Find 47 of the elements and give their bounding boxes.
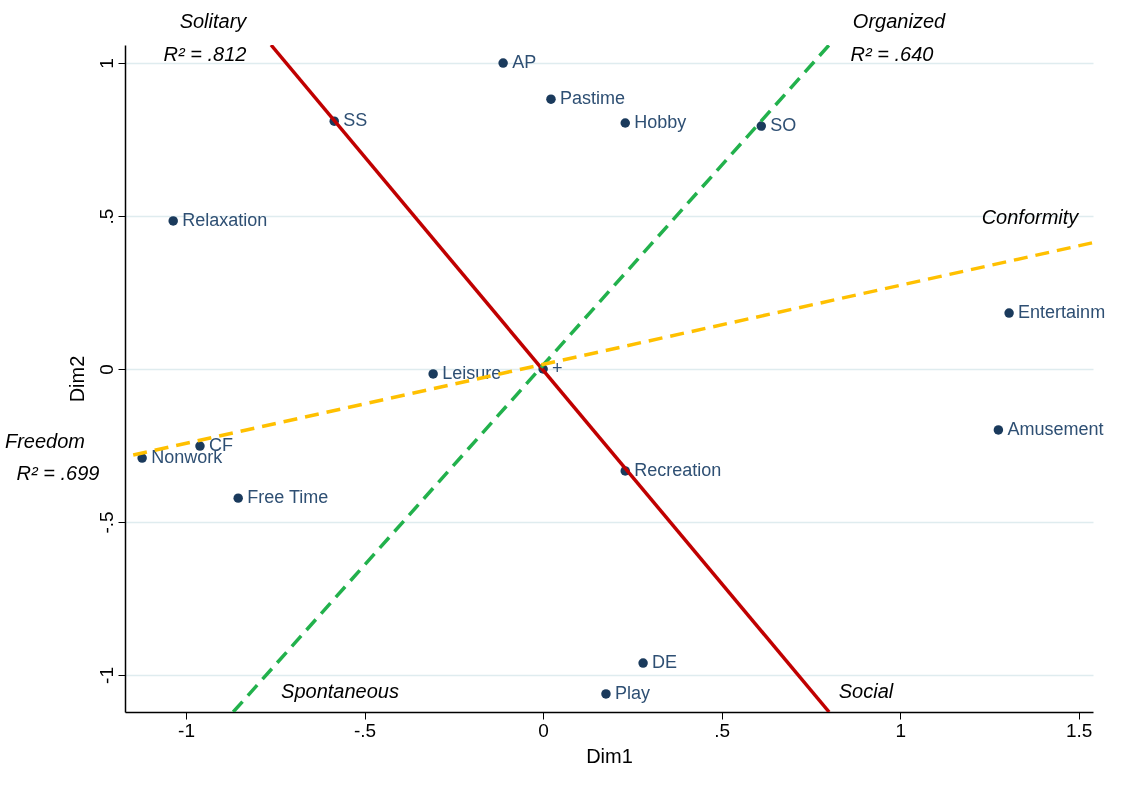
x-axis-title: Dim1 [586, 744, 633, 767]
annotation: Social [838, 680, 894, 702]
x-tick-label: .5 [714, 719, 731, 741]
point [993, 425, 1004, 435]
data-label: + [552, 358, 563, 379]
x-tick-label: 1 [895, 719, 906, 741]
data-label: Play [614, 682, 650, 703]
point [601, 689, 611, 699]
y-tick-label: -1 [95, 667, 117, 684]
point [195, 441, 205, 451]
point [428, 369, 438, 379]
data-label: Pastime [559, 88, 626, 109]
data-label: Recreation [634, 459, 722, 480]
point [756, 121, 767, 131]
text: Freedom [4, 430, 86, 452]
y-tick-label: .5 [95, 208, 117, 225]
point [168, 216, 178, 226]
annotation: R² = .640 [850, 43, 934, 65]
x-tick-label: 0 [538, 719, 549, 741]
data-label: AP [512, 52, 537, 73]
point [498, 58, 508, 68]
y-axis-title: Dim2 [65, 355, 88, 403]
y-tick-label: -.5 [95, 511, 117, 534]
point [546, 94, 556, 104]
annotation: Conformity [981, 206, 1080, 228]
x-tick-label: -1 [178, 719, 196, 741]
text: R² = .699 [16, 462, 100, 484]
data-label: DE [652, 652, 678, 673]
data-label: Hobby [634, 112, 687, 133]
data-label: Entertainm [1018, 302, 1106, 323]
annotation: R² = .812 [163, 43, 247, 65]
data-label: Amusement [1007, 418, 1104, 439]
point [620, 118, 630, 128]
data-label: SS [343, 110, 368, 131]
annotation: Spontaneous [281, 680, 399, 702]
point [233, 493, 243, 503]
point [1004, 308, 1014, 318]
x-tick-label: -.5 [354, 719, 377, 741]
x-tick-label: 1.5 [1066, 719, 1093, 741]
y-tick-label: 0 [95, 364, 117, 375]
point [638, 658, 648, 668]
y-tick-label: 1 [95, 58, 117, 69]
text: Solitary [179, 10, 248, 32]
data-label: Free Time [247, 487, 329, 508]
data-label: SO [770, 115, 797, 136]
text: Organized [852, 10, 947, 32]
data-label: Relaxation [182, 209, 268, 230]
